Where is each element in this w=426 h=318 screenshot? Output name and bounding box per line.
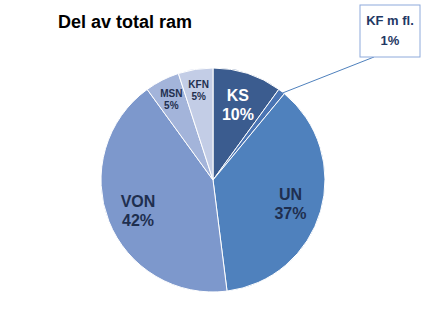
pie-slice	[213, 94, 325, 291]
pie	[101, 68, 325, 292]
slice-label: VON	[121, 193, 156, 210]
slice-label: UN	[279, 186, 302, 203]
value-label: 42%	[122, 212, 154, 229]
slice-label: MSN	[160, 88, 182, 99]
chart: Del av total ram KS 10% KF m fl. 1% UN 37% VON 4…	[0, 0, 426, 318]
value-label: 37%	[274, 205, 306, 222]
value-label: 5%	[164, 100, 179, 111]
slice-label: KS	[227, 87, 250, 104]
slice-label: KF m fl.	[366, 13, 414, 28]
label-box	[360, 5, 420, 57]
value-label: 10%	[222, 106, 254, 123]
data-labels: KS10%KF m fl.1%UN37%VON42%MSN5%KFN5%	[121, 5, 420, 229]
value-label: 1%	[381, 33, 400, 48]
slice-label: KFN	[188, 79, 209, 90]
leader-line	[280, 57, 374, 94]
pie-slice	[178, 68, 213, 180]
value-label: 5%	[191, 91, 206, 102]
title: Del av total ram	[58, 12, 192, 32]
